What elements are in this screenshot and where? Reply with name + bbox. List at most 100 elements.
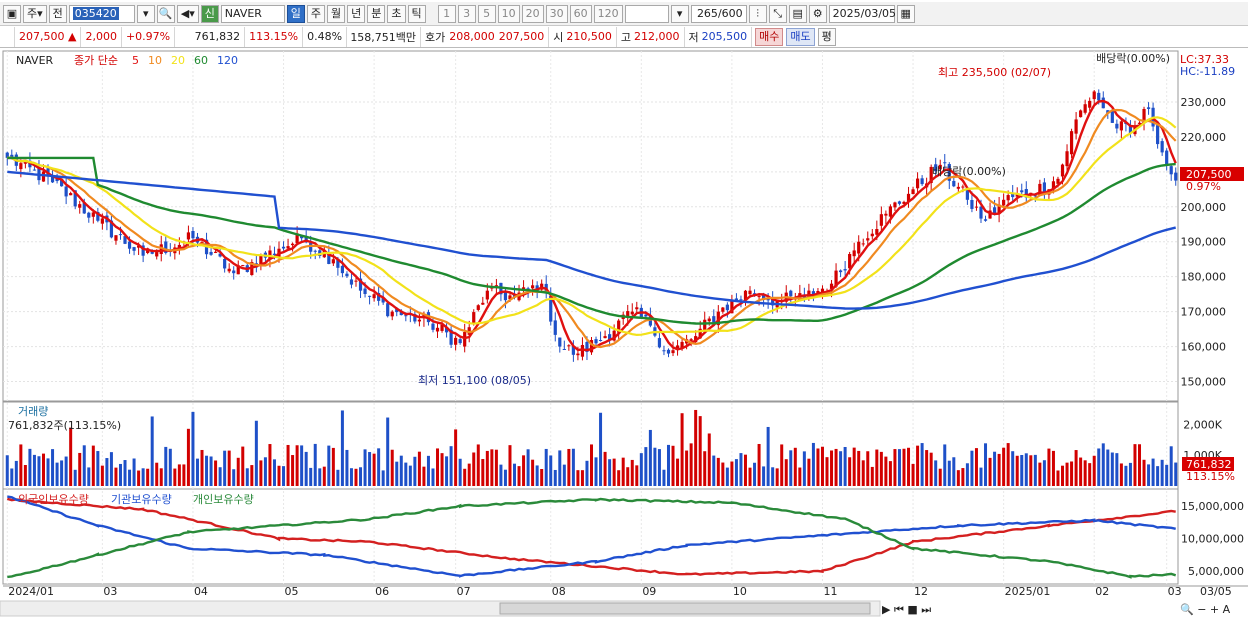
period-week[interactable]: 주 [306, 4, 326, 23]
calendar-icon[interactable]: ▦ [896, 4, 915, 23]
legend-item: 10 [148, 54, 162, 67]
time-tick-label: 12 [914, 585, 928, 598]
volume-bar [580, 470, 584, 486]
volume-bar [1101, 443, 1105, 486]
candle-body [580, 344, 585, 357]
candle-body [209, 251, 213, 255]
volume-bar [322, 466, 326, 486]
volume-bar [771, 467, 775, 486]
volume-bar [23, 465, 27, 486]
interval-1[interactable]: 1 [437, 4, 456, 23]
candle-body [404, 315, 408, 317]
layout-icon[interactable]: ▣ [3, 4, 21, 23]
stock-chart[interactable]: 230,000220,000210,000200,000190,000180,0… [0, 49, 1248, 621]
prev-button[interactable]: 전 [48, 4, 67, 23]
candle-body [707, 318, 711, 322]
settings-gear-icon[interactable]: ⚙ [808, 4, 827, 23]
price-tick-label: 170,000 [1181, 306, 1227, 319]
interval-10[interactable]: 10 [497, 4, 520, 23]
volume-bar [689, 443, 693, 486]
volume-bar [1051, 450, 1055, 486]
interval-60[interactable]: 60 [569, 4, 592, 23]
candle-body [884, 213, 888, 216]
dropdown-icon[interactable]: ▾ [136, 4, 155, 23]
candle-body [1101, 97, 1105, 109]
price-tick-label: 230,000 [1181, 96, 1227, 109]
interval-dropdown-icon[interactable]: ▾ [670, 4, 689, 23]
volume-bar [436, 448, 440, 486]
candle-body [671, 350, 675, 354]
period-second[interactable]: 초 [387, 4, 406, 23]
volume-bar [961, 468, 965, 486]
volume-bar [254, 420, 258, 486]
interval-120[interactable]: 120 [593, 4, 623, 23]
volume-bar [612, 458, 616, 486]
scroll-controls-icon: ▶ ⏮ ■ ⏭ [882, 603, 931, 616]
market-select[interactable]: 주 ▾ [23, 4, 47, 23]
stock-code-input[interactable]: 035420 [68, 4, 135, 23]
volume-bar [626, 467, 630, 486]
volume-title: 거래량 [18, 405, 48, 418]
volume-bar [1006, 443, 1010, 486]
volume-bar [413, 456, 417, 486]
interval-3[interactable]: 3 [457, 4, 476, 23]
candle-body [363, 288, 367, 294]
interval-30[interactable]: 30 [545, 4, 568, 23]
volume-bar [463, 468, 467, 486]
volume-bar [1115, 453, 1119, 486]
candle-body [395, 308, 399, 313]
sell-button[interactable]: 매도 [786, 27, 815, 46]
eval-button[interactable]: 평 [817, 27, 836, 46]
candle-body [983, 219, 988, 221]
candle-body [1128, 126, 1133, 134]
save-icon[interactable]: ▤ [788, 4, 807, 23]
volume-bar [608, 459, 612, 486]
volume-bar [1079, 457, 1083, 486]
candle-body [417, 319, 421, 322]
count-total: /600 [717, 7, 743, 20]
volume-bar [716, 457, 720, 486]
grid [2, 50, 1179, 585]
volume-bar [657, 449, 661, 486]
time-tick-label: 08 [552, 585, 566, 598]
chart-labels: NAVER 종가 단순 5 10 20 60 120 배당락(0.00%) LC:37.33HC… [0, 52, 1244, 617]
candle-body [974, 206, 979, 208]
period-day[interactable]: 일 [286, 4, 305, 23]
interval-5[interactable]: 5 [477, 4, 496, 23]
volume-bar [1083, 460, 1087, 486]
period-month[interactable]: 월 [327, 4, 346, 23]
time-tick-label: 2025/01 [1005, 585, 1051, 598]
volume-bar [793, 447, 797, 486]
volume-bar [802, 451, 806, 486]
candle-body [232, 270, 236, 274]
count-input[interactable]: 265/600 [690, 4, 747, 23]
price-tick-label: 200,000 [1181, 201, 1227, 214]
candle-body [829, 283, 834, 289]
interval-custom-input[interactable] [624, 4, 669, 23]
interval-20[interactable]: 20 [521, 4, 544, 23]
search-icon[interactable]: 🔍 [156, 4, 175, 23]
volume-bar [1119, 463, 1123, 486]
volume-bar [1128, 462, 1132, 486]
period-minute[interactable]: 분 [367, 4, 386, 23]
candle-body [952, 180, 956, 187]
candle-body [734, 298, 739, 301]
date-input[interactable]: 2025/03/05 [828, 4, 896, 23]
volume-bar [811, 442, 815, 486]
candle-body [78, 204, 82, 208]
volume-bar [666, 444, 670, 486]
time-tick-label: 06 [375, 585, 389, 598]
period-tick[interactable]: 틱 [407, 4, 426, 23]
candle-body [467, 327, 471, 335]
buy-button[interactable]: 매수 [755, 27, 784, 46]
volume-bar [300, 445, 304, 486]
chart-type-icon[interactable]: ⫶ [748, 4, 767, 23]
volume-bar [617, 470, 621, 486]
draw-tool-icon[interactable]: ⤡ [768, 4, 787, 23]
sound-icon[interactable]: ◀▾ [176, 4, 199, 23]
volume-bar [707, 433, 711, 486]
stock-name-field[interactable]: NAVER [220, 4, 285, 23]
volume-bar [748, 467, 752, 486]
candle-body [1065, 151, 1069, 167]
period-year[interactable]: 년 [347, 4, 366, 23]
